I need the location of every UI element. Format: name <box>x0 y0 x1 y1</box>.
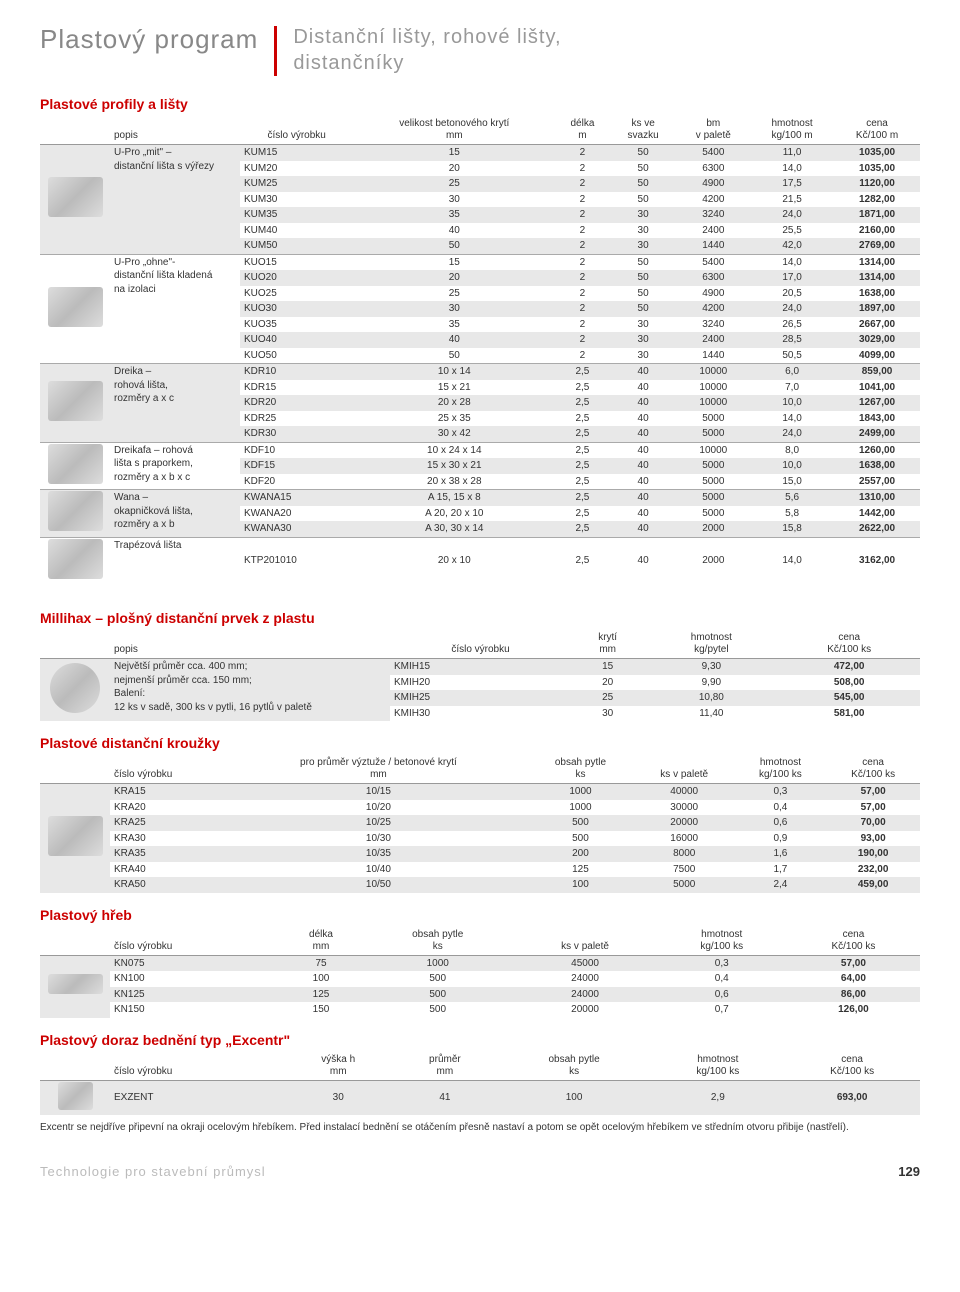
page-footer: Technologie pro stavební průmysl 129 <box>40 1164 920 1179</box>
header-sub: Distanční lišty, rohové lišty, distanční… <box>293 24 561 76</box>
table-row: KRA5010/5010050002,4459,00 <box>40 877 920 893</box>
table-row: U-Pro „ohne"- distanční lišta kladená na… <box>40 254 920 270</box>
product-image <box>40 1080 110 1115</box>
page-header: Plastový program Distanční lišty, rohové… <box>40 24 920 76</box>
table-row: KRA4010/4012575001,7232,00 <box>40 862 920 878</box>
product-description: Dreika – rohová lišta, rozměry a x c <box>110 364 240 443</box>
product-image <box>40 659 110 722</box>
product-image <box>40 442 110 490</box>
product-image <box>40 490 110 538</box>
product-image <box>40 145 110 255</box>
product-image <box>40 784 110 893</box>
product-description: Trapézová lišta <box>110 537 240 584</box>
product-description: Dreikafa – rohová lišta s praporkem, roz… <box>110 442 240 490</box>
table-row: U-Pro „mit" – distanční lišta s výřezyKU… <box>40 145 920 161</box>
table-row: KRA2510/25500200000,670,00 <box>40 815 920 831</box>
product-description: Největší průměr cca. 400 mm; nejmenší pr… <box>110 659 390 722</box>
product-description: Wana – okapničková lišta, rozměry a x b <box>110 490 240 538</box>
table-row: EXZENT30411002,9693,00 <box>40 1080 920 1115</box>
section5-table: číslo výrobkuvýška h mmprůměr mmobsah py… <box>40 1052 920 1116</box>
product-image <box>40 254 110 364</box>
table-row: Trapézová lištaKTP20101020 x 102,5402000… <box>40 537 920 584</box>
table-row: Wana – okapničková lišta, rozměry a x bK… <box>40 490 920 506</box>
table-row: Dreika – rohová lišta, rozměry a x cKDR1… <box>40 364 920 380</box>
table-row: KRA1510/151000400000,357,00 <box>40 784 920 800</box>
section1-title: Plastové profily a lišty <box>40 96 920 112</box>
table-row: KN075751000450000,357,00 <box>40 955 920 971</box>
product-description: U-Pro „mit" – distanční lišta s výřezy <box>110 145 240 255</box>
section2-title: Millihax – plošný distanční prvek z plas… <box>40 610 920 626</box>
product-image <box>40 537 110 584</box>
table-row: KRA2010/201000300000,457,00 <box>40 800 920 816</box>
table-row: KN100100500240000,464,00 <box>40 971 920 987</box>
table-row: KRA3010/30500160000,993,00 <box>40 831 920 847</box>
section2-table: popisčíslo výrobkukrytí mmhmotnost kg/py… <box>40 630 920 721</box>
section3-table: číslo výrobkupro průměr výztuže / betono… <box>40 755 920 893</box>
table-row: Dreikafa – rohová lišta s praporkem, roz… <box>40 442 920 458</box>
product-image <box>40 955 110 1018</box>
section5-title: Plastový doraz bednění typ „Excentr" <box>40 1032 920 1048</box>
header-divider <box>274 26 277 76</box>
table-row: Největší průměr cca. 400 mm; nejmenší pr… <box>40 659 920 675</box>
product-image <box>40 364 110 443</box>
table-row: KRA3510/3520080001,6190,00 <box>40 846 920 862</box>
section3-title: Plastové distanční kroužky <box>40 735 920 751</box>
section5-note: Excentr se nejdříve připevní na okraji o… <box>40 1121 920 1134</box>
section4-table: číslo výrobkudélka mmobsah pytle ksks v … <box>40 927 920 1018</box>
table-row: KN150150500200000,7126,00 <box>40 1002 920 1018</box>
footer-text: Technologie pro stavební průmysl <box>40 1164 266 1179</box>
header-main: Plastový program <box>40 24 258 55</box>
section4-title: Plastový hřeb <box>40 907 920 923</box>
page-number: 129 <box>898 1164 920 1179</box>
table-row: KN125125500240000,686,00 <box>40 987 920 1003</box>
product-description: U-Pro „ohne"- distanční lišta kladená na… <box>110 254 240 364</box>
section1-table: popisčíslo výrobkuvelikost betonového kr… <box>40 116 920 584</box>
